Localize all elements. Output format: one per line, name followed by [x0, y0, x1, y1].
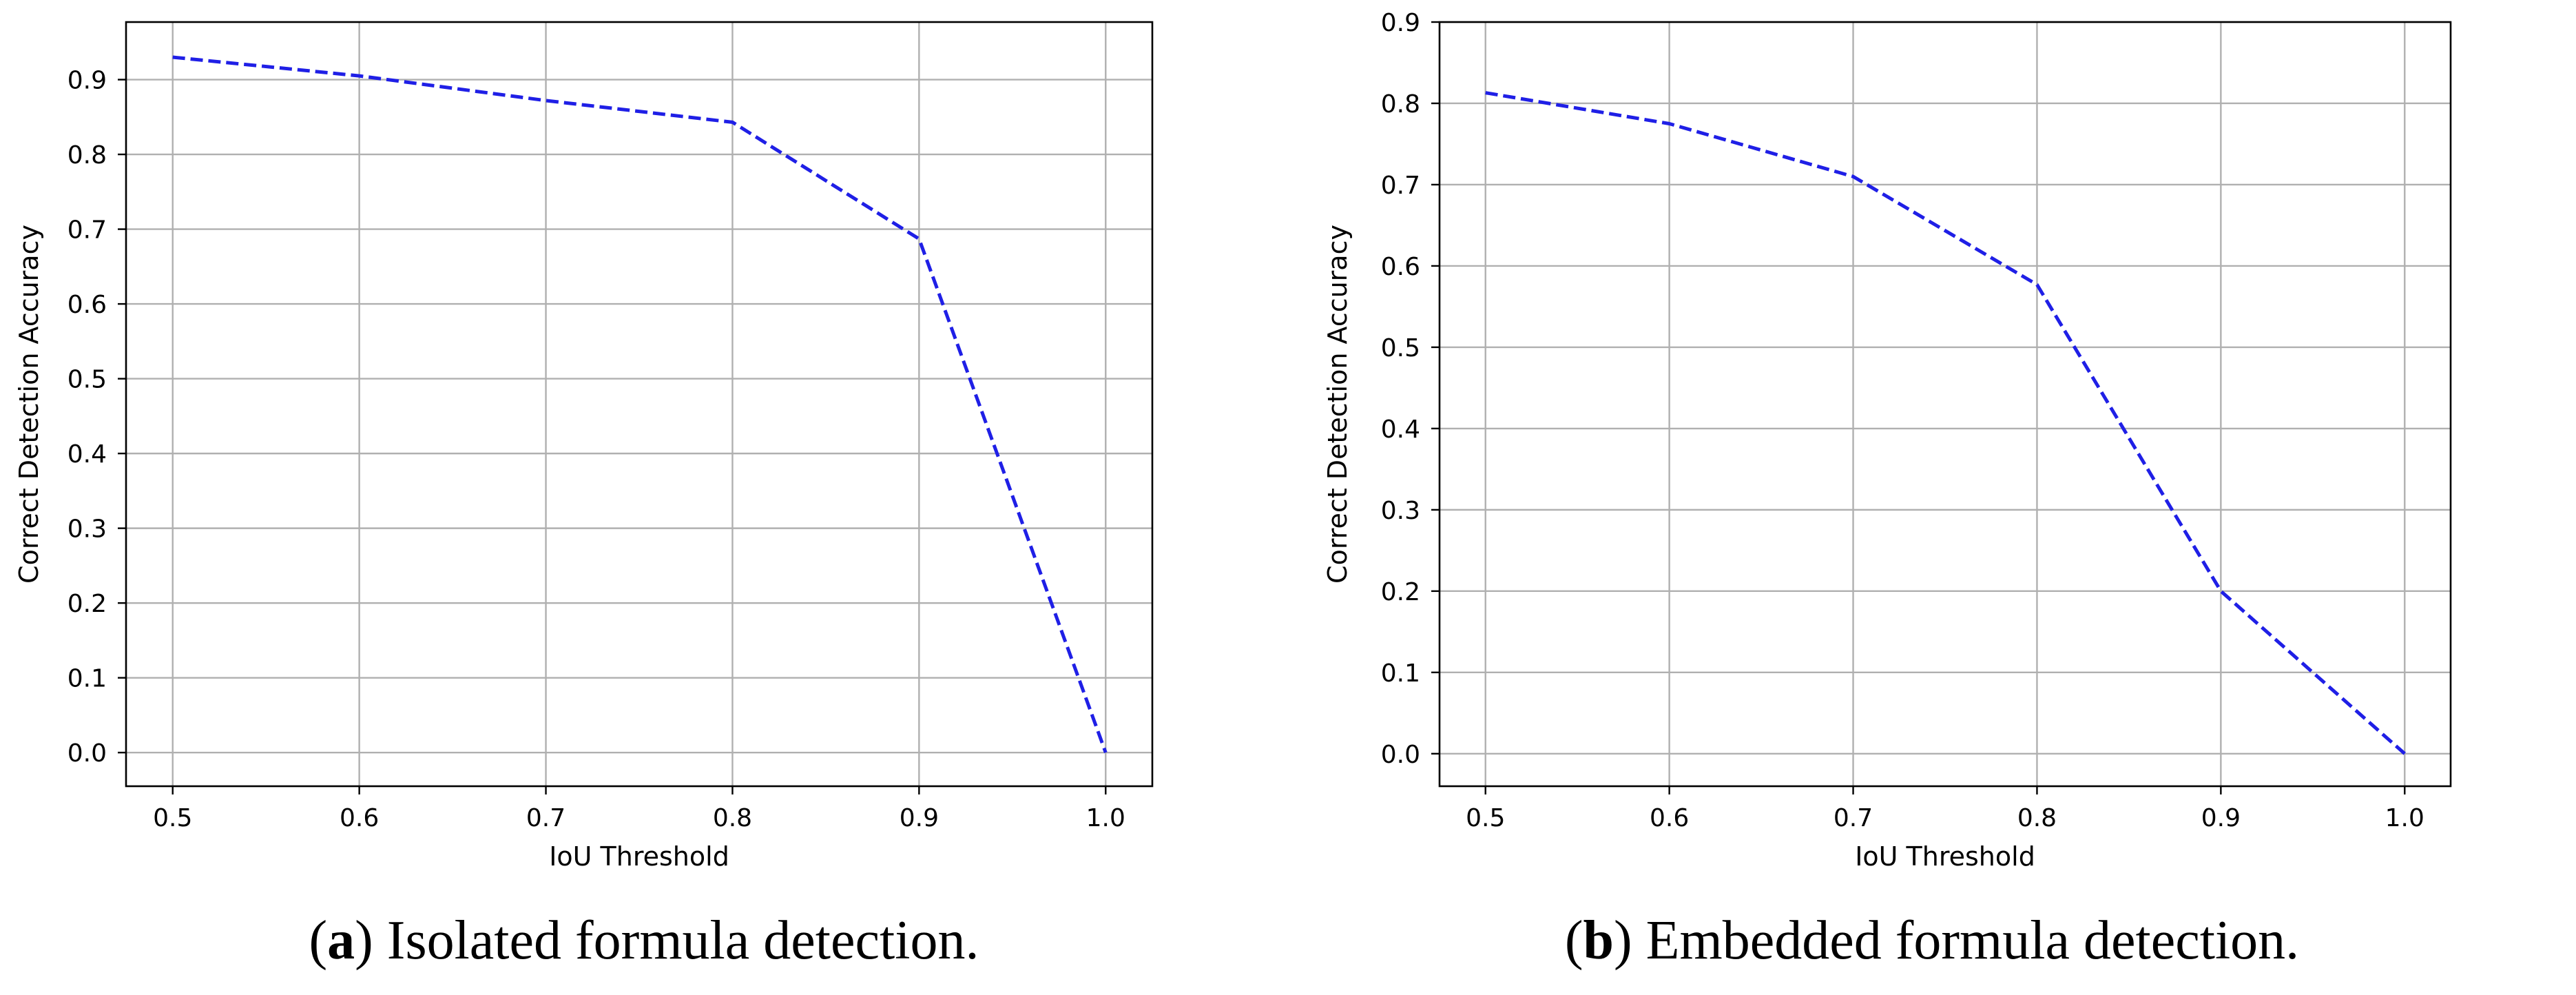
x-tick-label: 0.5	[153, 804, 192, 832]
y-tick-label: 0.7	[67, 216, 107, 245]
y-axis-label: Correct Detection Accuracy	[14, 225, 44, 584]
x-axis-label: IoU Threshold	[549, 841, 729, 868]
y-tick-label: 0.9	[67, 67, 107, 95]
y-tick-label: 0.1	[1381, 659, 1420, 688]
y-tick-label: 0.3	[67, 515, 107, 544]
y-tick-label: 0.2	[67, 590, 107, 618]
plot-area	[126, 22, 1152, 786]
chart-b: 0.5 0.6 0.7 0.8 0.9 1.0 0.0 0.1 0.2 0.3 0.4 0.5 0.6 0…	[1322, 9, 2452, 868]
series-line	[172, 55, 1108, 754]
caption-text: ) Embedded formula detection.	[1613, 910, 2300, 971]
y-tick-label: 0.8	[1381, 90, 1420, 119]
y-tick-label: 0.0	[1381, 741, 1420, 769]
y-tick-label: 0.6	[67, 291, 107, 319]
figure-caption-a: (a) Isolated formula detection.	[0, 910, 1288, 972]
y-tick-label: 0.9	[1381, 9, 1420, 37]
y-tick-label: 0.3	[1381, 497, 1420, 525]
chart-a: 0.5 0.6 0.7 0.8 0.9 1.0 0.0 0.1 0.2 0.3 0.4 0.5 0.6 0…	[14, 21, 1154, 868]
axes	[125, 21, 1154, 788]
series-line	[1485, 91, 2406, 755]
ticks: 0.5 0.6 0.7 0.8 0.9 1.0 0.0 0.1 0.2 0.3 0.4 0.5 0.6 0…	[67, 67, 1125, 832]
x-tick-label: 1.0	[2385, 804, 2424, 832]
x-tick-label: 0.6	[340, 804, 379, 832]
x-tick-label: 0.8	[713, 804, 752, 832]
caption-text: ) Isolated formula detection.	[355, 910, 979, 971]
y-tick-label: 0.2	[1381, 578, 1420, 606]
x-tick-label: 0.9	[2201, 804, 2241, 832]
y-tick-label: 0.5	[67, 366, 107, 394]
y-tick-label: 0.7	[1381, 172, 1420, 200]
axes-frame	[125, 21, 1154, 788]
y-tick-label: 0.5	[1381, 334, 1420, 362]
x-tick-label: 0.9	[900, 804, 939, 832]
plot-area	[1440, 22, 2451, 786]
y-tick-label: 0.1	[67, 665, 107, 693]
x-tick-label: 0.8	[2017, 804, 2057, 832]
x-axis-label: IoU Threshold	[1855, 841, 2035, 868]
series	[172, 55, 1108, 754]
ticks: 0.5 0.6 0.7 0.8 0.9 1.0 0.0 0.1 0.2 0.3 0.4 0.5 0.6 0…	[1381, 9, 2424, 832]
x-tick-label: 0.7	[1834, 804, 1873, 832]
figure-caption-b: (b) Embedded formula detection.	[1288, 910, 2576, 972]
caption-open: (	[1564, 910, 1583, 971]
chart-panel-a: 0.5 0.6 0.7 0.8 0.9 1.0 0.0 0.1 0.2 0.3 0.4 0.5 0.6 0…	[0, 21, 1288, 972]
caption-label: a	[327, 910, 355, 971]
series	[1485, 91, 2406, 755]
y-tick-label: 0.8	[67, 141, 107, 170]
y-tick-label: 0.4	[67, 440, 107, 469]
y-tick-label: 0.6	[1381, 253, 1420, 281]
y-tick-label: 0.0	[67, 739, 107, 768]
y-tick-label: 0.4	[1381, 416, 1420, 444]
x-tick-label: 0.6	[1650, 804, 1689, 832]
caption-open: (	[309, 910, 328, 971]
x-tick-label: 1.0	[1086, 804, 1125, 832]
chart-panel-b: 0.5 0.6 0.7 0.8 0.9 1.0 0.0 0.1 0.2 0.3 0.4 0.5 0.6 0…	[1288, 0, 2576, 995]
x-tick-label: 0.5	[1466, 804, 1505, 832]
axes-frame	[1438, 21, 2452, 788]
grid-lines	[126, 22, 1152, 786]
axes	[1438, 21, 2452, 788]
x-tick-label: 0.7	[526, 804, 565, 832]
y-axis-label: Correct Detection Accuracy	[1322, 225, 1353, 584]
caption-label: b	[1583, 910, 1614, 971]
